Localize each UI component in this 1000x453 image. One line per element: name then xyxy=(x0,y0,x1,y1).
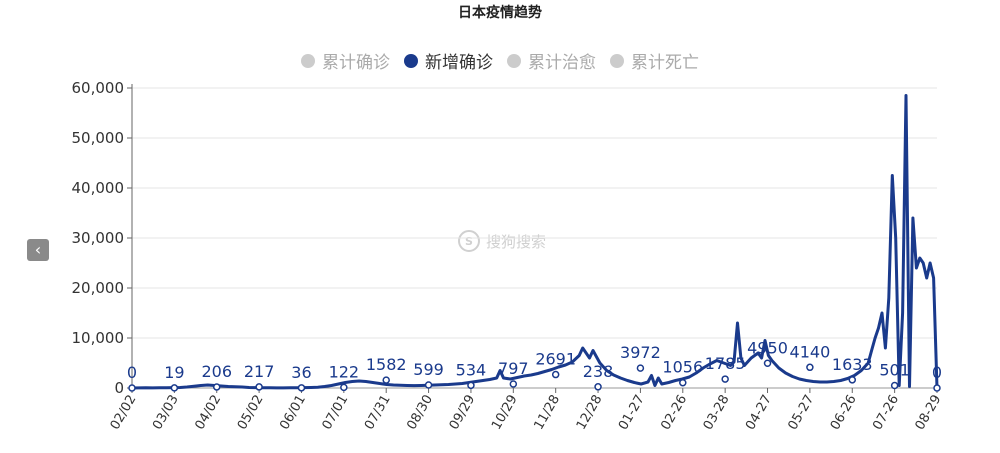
data-label: 797 xyxy=(498,359,529,378)
data-label: 122 xyxy=(329,362,360,381)
y-tick-label: 20,000 xyxy=(72,279,125,297)
x-tick-label: 07-26 xyxy=(870,393,902,433)
data-label: 1785 xyxy=(705,354,746,373)
data-point xyxy=(383,377,389,383)
x-tick-label: 09/29 xyxy=(447,393,479,433)
x-tick-label: 10/29 xyxy=(489,393,521,433)
data-point xyxy=(341,384,347,390)
y-tick-label: 0 xyxy=(114,379,124,397)
data-point xyxy=(765,360,771,366)
y-tick-label: 60,000 xyxy=(72,79,125,97)
x-tick-label: 03-28 xyxy=(701,393,733,433)
data-label: 0 xyxy=(127,363,137,382)
y-tick-label: 10,000 xyxy=(72,329,125,347)
data-label: 238 xyxy=(583,362,614,381)
data-label: 534 xyxy=(456,360,487,379)
data-label: 206 xyxy=(201,362,232,381)
x-tick-label: 05-27 xyxy=(785,393,817,433)
data-label: 2691 xyxy=(535,350,576,369)
data-label: 4950 xyxy=(747,338,788,357)
x-tick-label: 07/31 xyxy=(362,393,394,433)
data-point xyxy=(553,372,559,378)
data-point xyxy=(426,382,432,388)
x-tick-label: 02/02 xyxy=(108,393,140,433)
data-label: 1633 xyxy=(832,355,873,374)
y-tick-label: 30,000 xyxy=(72,229,125,247)
data-label: 217 xyxy=(244,362,275,381)
data-point xyxy=(468,382,474,388)
x-tick-label: 08-29 xyxy=(913,393,945,433)
data-point xyxy=(934,385,940,391)
data-point xyxy=(298,385,304,391)
data-point xyxy=(637,365,643,371)
data-label: 0 xyxy=(932,363,942,382)
y-tick-label: 50,000 xyxy=(72,129,125,147)
data-point xyxy=(807,364,813,370)
x-tick-label: 05/02 xyxy=(235,393,267,433)
x-tick-label: 06/01 xyxy=(277,393,309,433)
data-point xyxy=(256,384,262,390)
data-point xyxy=(680,380,686,386)
data-label: 4140 xyxy=(790,342,831,361)
x-tick-label: 11/28 xyxy=(531,393,563,433)
x-tick-label: 04-27 xyxy=(743,393,775,433)
data-point xyxy=(171,385,177,391)
data-point xyxy=(129,385,135,391)
data-point xyxy=(722,376,728,382)
x-tick-label: 12/28 xyxy=(574,393,606,433)
x-tick-label: 04/02 xyxy=(192,393,224,433)
data-label: 501 xyxy=(879,360,910,379)
data-label: 36 xyxy=(291,363,311,382)
data-point xyxy=(595,384,601,390)
y-tick-label: 40,000 xyxy=(72,179,125,197)
data-label: 19 xyxy=(164,363,184,382)
data-point xyxy=(214,384,220,390)
data-point xyxy=(892,382,898,388)
data-label: 1582 xyxy=(366,355,407,374)
data-point xyxy=(510,381,516,387)
x-tick-label: 06-26 xyxy=(828,393,860,433)
data-label: 599 xyxy=(413,360,444,379)
x-tick-label: 02-26 xyxy=(658,393,690,433)
x-tick-label: 01-27 xyxy=(616,393,648,433)
data-label: 3972 xyxy=(620,343,661,362)
data-label: 1056 xyxy=(662,358,703,377)
x-tick-label: 08/30 xyxy=(404,393,436,433)
x-tick-label: 03/03 xyxy=(150,393,182,433)
data-point xyxy=(849,377,855,383)
x-tick-label: 07/01 xyxy=(320,393,352,433)
